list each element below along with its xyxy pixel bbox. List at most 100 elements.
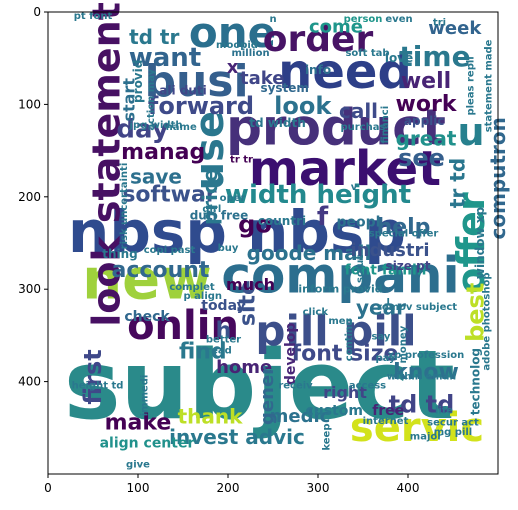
word-54: first: [79, 349, 107, 404]
word-82: ali duti: [159, 84, 206, 98]
word-15: offer: [449, 192, 493, 294]
word-105: give: [126, 459, 150, 470]
word-128: n: [269, 14, 276, 25]
word-69: countri: [258, 214, 306, 228]
word-101: remov subject: [377, 302, 457, 313]
word-5: market: [249, 141, 441, 197]
word-132: immedi: [140, 375, 151, 417]
word-39: come: [309, 16, 363, 37]
y-tick-label: 400: [18, 375, 41, 389]
word-13: pill pill: [255, 306, 416, 355]
word-131: action may: [146, 68, 157, 130]
word-86: inform provid: [298, 283, 382, 296]
word-129: oper: [220, 193, 246, 204]
word-0: subject: [64, 331, 455, 441]
word-49: font size: [292, 341, 399, 366]
plot-background: [48, 12, 498, 474]
word-94: xp profession: [388, 350, 465, 361]
word-21: look: [274, 92, 332, 120]
word-8: one: [189, 8, 276, 57]
word-61: h: [216, 318, 232, 343]
word-33: see: [398, 144, 445, 172]
x-tick-label: 100: [127, 481, 150, 495]
word-118: name: [166, 122, 197, 133]
word-104: click: [303, 307, 329, 318]
word-88: internet: [363, 416, 409, 427]
word-26: price: [198, 169, 222, 225]
word-90: jpg width: [129, 120, 183, 131]
word-102: girl: [202, 204, 221, 215]
word-98: access: [349, 381, 386, 392]
word-58: medic: [270, 406, 331, 427]
word-83: love: [385, 51, 413, 65]
word-47: site: [235, 280, 260, 326]
word-28: goode mail: [247, 241, 372, 265]
word-130: adobe photoshop: [482, 272, 493, 370]
word-63: free: [372, 403, 404, 419]
word-111: money: [398, 325, 409, 363]
word-3: compani: [221, 246, 459, 304]
word-64: custom: [305, 403, 363, 419]
word-123: continu: [344, 319, 355, 361]
word-52: know: [393, 360, 459, 385]
word-37: call: [339, 99, 378, 123]
word-25: softwar: [122, 182, 216, 207]
word-108: solut: [355, 255, 366, 283]
word-114: purchas: [341, 122, 386, 133]
word-124: p align: [184, 291, 223, 302]
x-axis: 0 100 200 300 400: [44, 474, 419, 495]
word-133: keep: [322, 423, 333, 450]
word-80: applic: [404, 114, 445, 128]
word-32: f: [317, 202, 329, 232]
word-74: develop: [283, 323, 299, 386]
word-10: look statement: [85, 2, 129, 327]
word-40: week: [428, 18, 482, 39]
word-84: person: [344, 14, 383, 25]
word-79: system: [260, 81, 309, 95]
y-tick-label: 100: [18, 97, 41, 111]
word-87: technolog: [469, 348, 483, 415]
word-59: gener: [257, 366, 278, 425]
word-120: better: [206, 335, 241, 346]
word-29: industri: [350, 240, 429, 261]
word-2: new: [82, 247, 212, 312]
word-92: soft tab: [345, 48, 389, 59]
word-42: start: [120, 78, 139, 122]
word-126: copi past: [144, 245, 196, 256]
plot-frame: [47, 11, 499, 475]
word-76: td width: [249, 116, 306, 130]
word-46: best: [462, 283, 490, 342]
word-36: well: [401, 69, 451, 94]
word-115: financi: [380, 106, 391, 144]
word-23: manag: [121, 140, 205, 165]
word-103: buy: [218, 243, 239, 254]
word-38: take: [240, 68, 284, 89]
word-77: tr tr: [230, 154, 253, 165]
word-93: special offer: [369, 228, 439, 239]
word-24: save: [130, 164, 182, 188]
word-7: busi: [144, 56, 248, 107]
y-tick-label: 0: [33, 5, 41, 19]
word-22: day: [116, 114, 168, 144]
word-17: width height: [225, 180, 411, 210]
word-6: need: [278, 44, 412, 100]
word-134: l: [386, 298, 389, 309]
word-45: tr td: [446, 158, 470, 208]
word-43: x: [227, 57, 239, 78]
word-34: great: [396, 127, 457, 151]
word-112: statement made: [484, 39, 495, 132]
word-73: thing: [102, 247, 138, 261]
word-113: pleas repli: [466, 56, 477, 115]
word-14: servic: [350, 405, 484, 451]
word-119: moopid: [216, 40, 258, 51]
word-71: window xp: [473, 207, 487, 280]
word-20: forward: [148, 92, 254, 120]
word-72: size pt: [386, 259, 431, 273]
word-97: major: [410, 432, 442, 443]
word-27: account: [112, 258, 210, 283]
x-tick-label: 300: [307, 481, 330, 495]
word-12: onlin: [127, 303, 239, 349]
word-96: mg pill: [434, 427, 473, 438]
